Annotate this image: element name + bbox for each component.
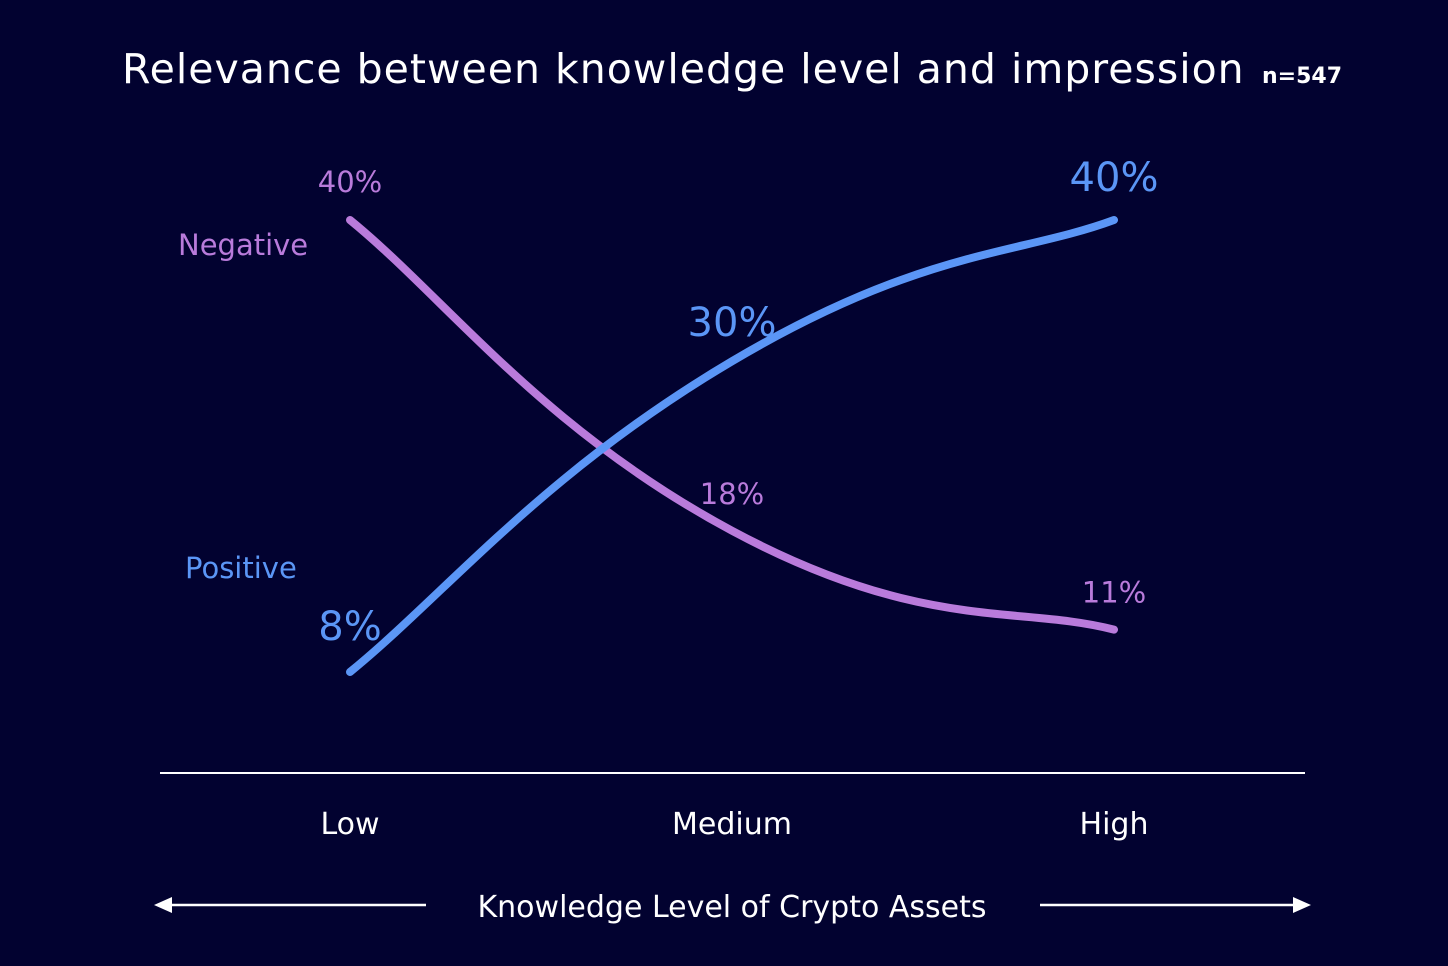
series-line-positive xyxy=(346,216,1118,676)
data-label: 40% xyxy=(1070,155,1159,201)
x-tick-label: High xyxy=(1080,807,1149,842)
data-label: 18% xyxy=(700,477,764,511)
chart-subtitle: n=547 xyxy=(1262,64,1342,89)
data-label: 30% xyxy=(688,300,777,346)
right-arrow-icon xyxy=(1293,897,1311,913)
x-axis-title: Knowledge Level of Crypto Assets xyxy=(478,890,987,925)
series-label-negative: Negative xyxy=(178,228,308,262)
x-tick-label: Low xyxy=(320,807,379,842)
left-arrow-icon xyxy=(154,897,172,913)
x-tick-label: Medium xyxy=(672,807,792,842)
series-label-positive: Positive xyxy=(185,551,297,585)
data-label: 40% xyxy=(318,165,382,199)
chart-title: Relevance between knowledge level and im… xyxy=(122,45,1245,93)
series-line-negative xyxy=(346,216,1118,634)
data-label: 8% xyxy=(318,604,381,650)
data-label: 11% xyxy=(1082,576,1146,610)
